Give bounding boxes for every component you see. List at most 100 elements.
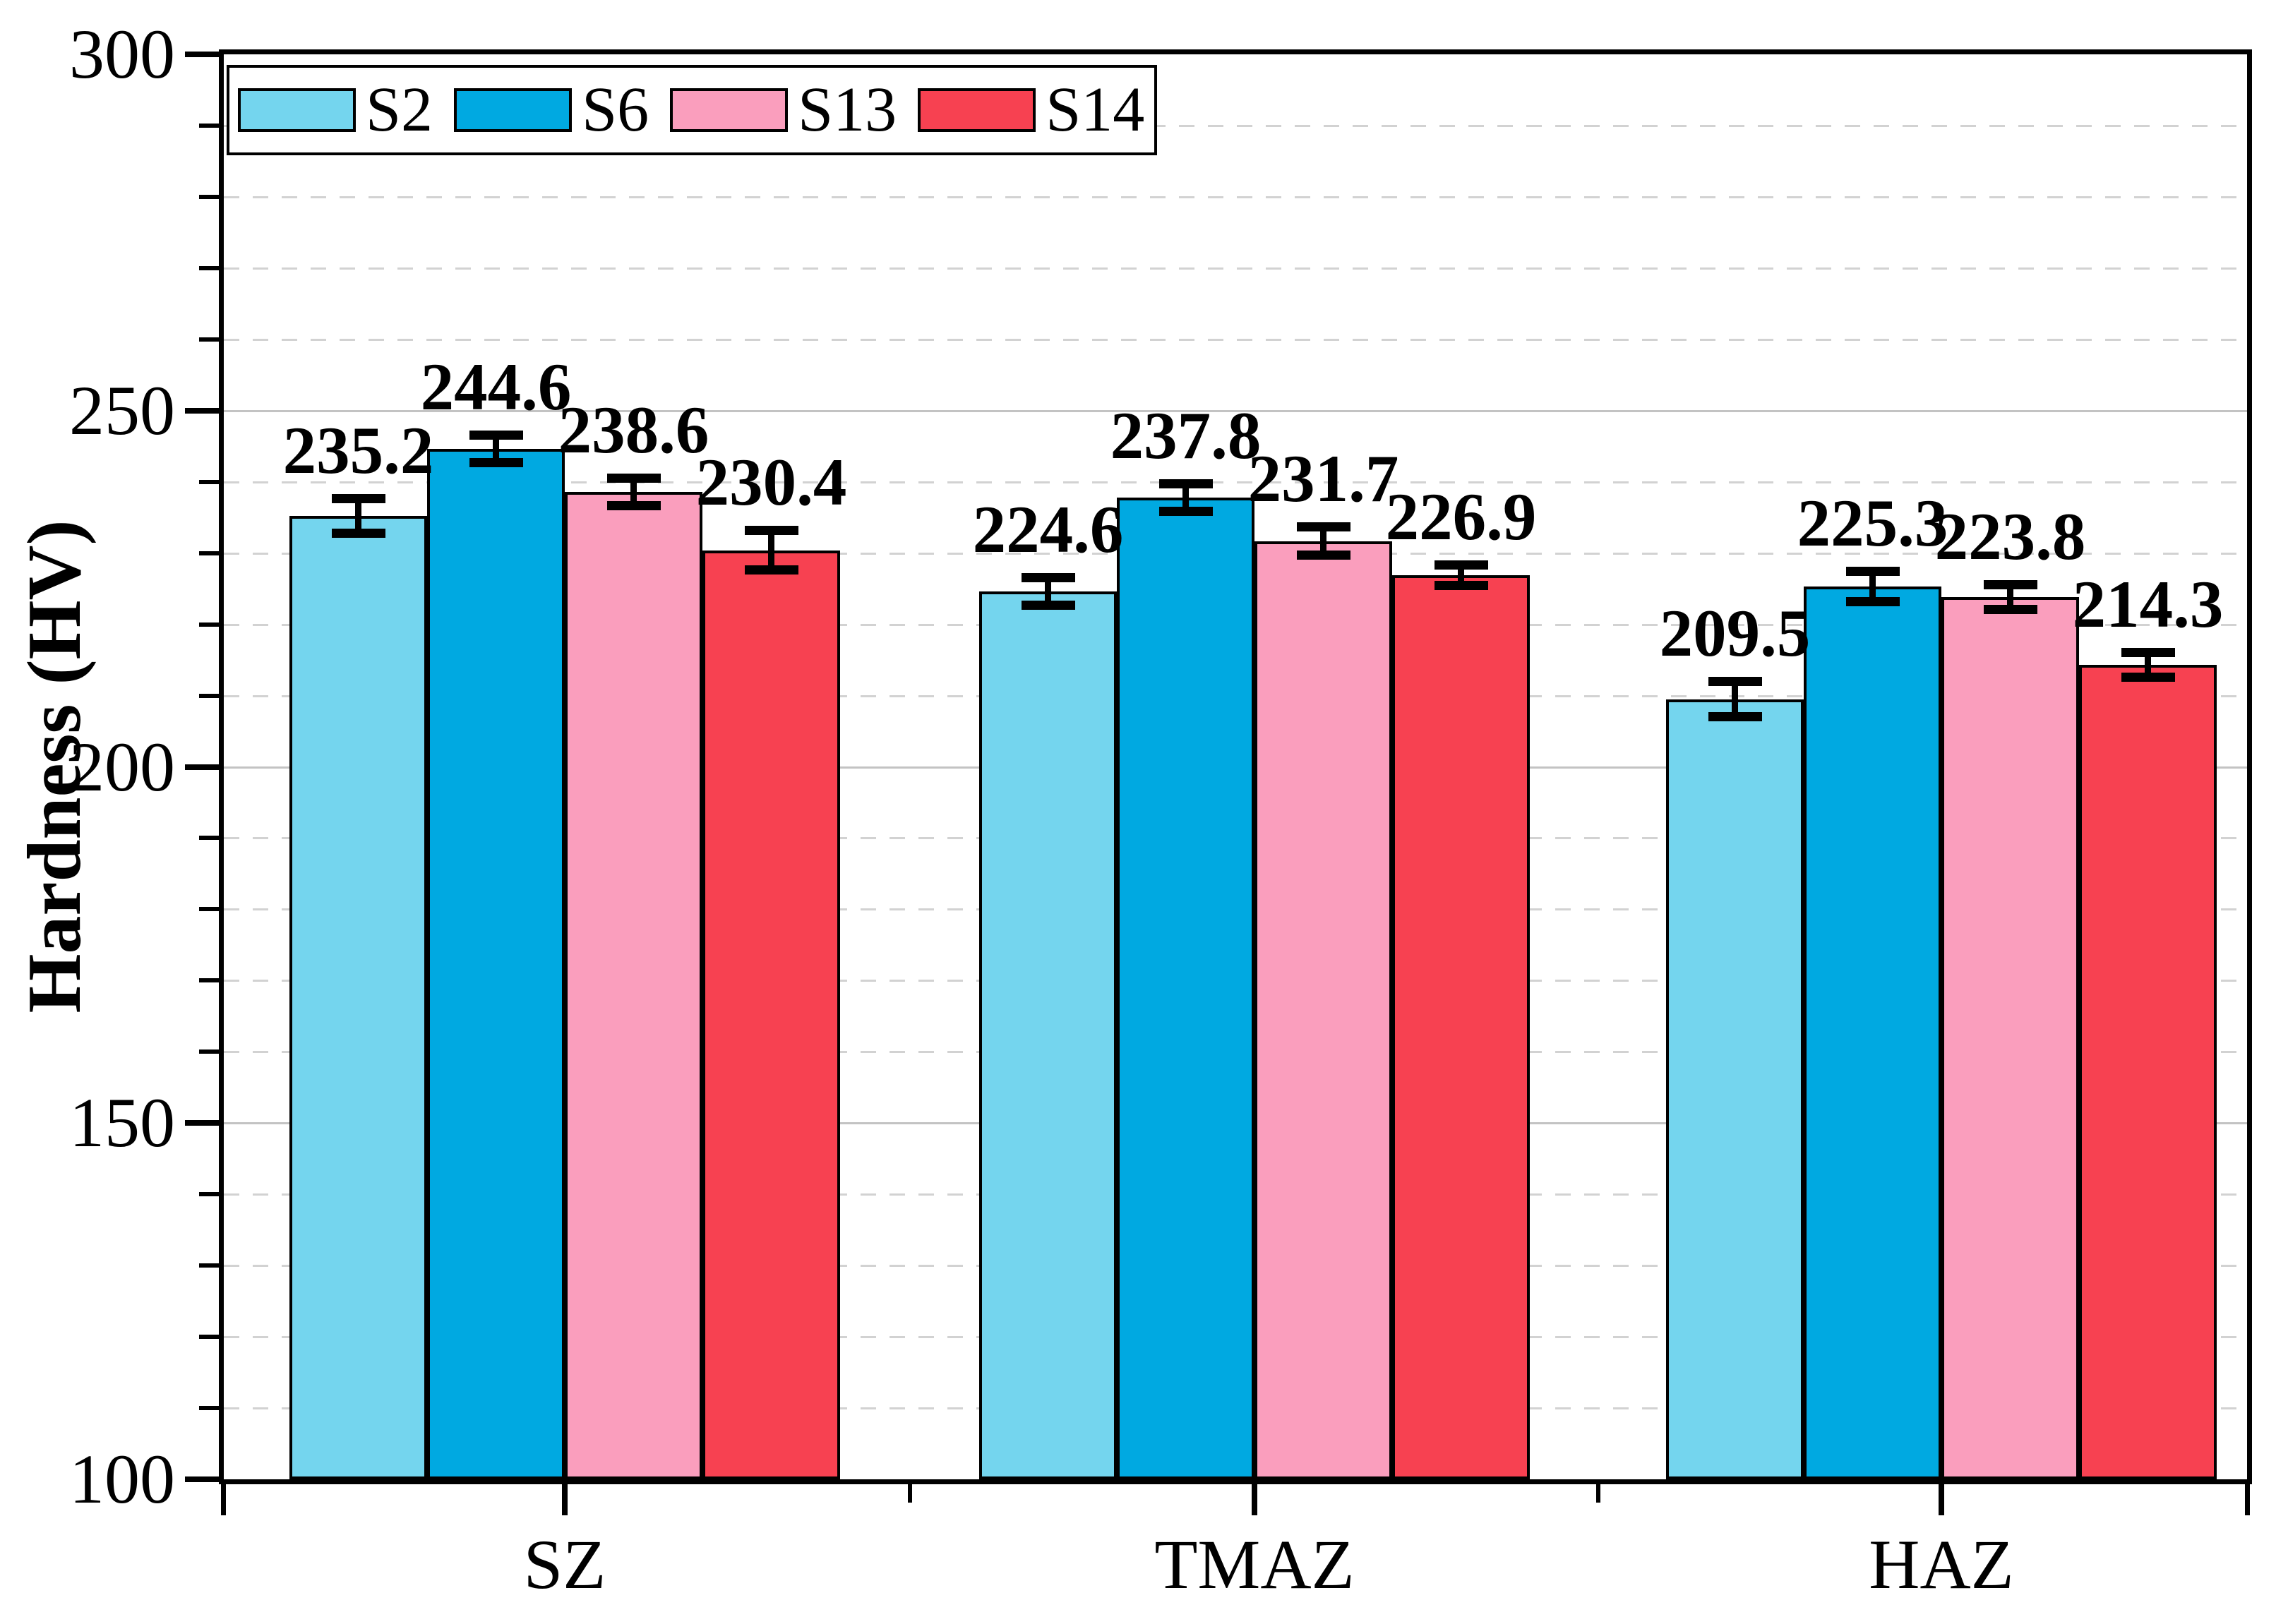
- legend-item-S2: S2: [238, 78, 433, 142]
- value-label-S6-SZ: 244.6: [420, 349, 572, 425]
- error-cap-top: [1158, 479, 1213, 488]
- legend-swatch-S13: [670, 88, 789, 132]
- major-gridline: [224, 409, 2247, 412]
- error-cap-bottom: [469, 458, 523, 468]
- y-minor-tick: [199, 1335, 219, 1340]
- legend-item-S6: S6: [454, 78, 649, 142]
- y-minor-tick: [199, 1263, 219, 1268]
- error-cap-top: [1845, 566, 1900, 576]
- minor-gridline: [224, 481, 2247, 483]
- error-cap-bottom: [1983, 605, 2037, 615]
- bar-S2-SZ: [289, 516, 427, 1479]
- y-minor-tick: [199, 194, 219, 199]
- y-minor-tick: [199, 1049, 219, 1054]
- legend-item-S14: S14: [918, 78, 1144, 142]
- value-label-S14-SZ: 230.4: [695, 445, 847, 520]
- error-cap-bottom: [1845, 597, 1900, 607]
- value-label-S13-TMAZ: 231.7: [1247, 441, 1399, 517]
- y-minor-tick: [199, 836, 219, 841]
- error-bar-S6-TMAZ: [1182, 483, 1189, 512]
- bar-S14-SZ: [702, 550, 840, 1479]
- error-bar-S14-HAZ: [2145, 651, 2151, 678]
- error-bar-S13-TMAZ: [1320, 527, 1326, 555]
- y-tick-label: 100: [69, 1440, 175, 1518]
- minor-gridline: [224, 267, 2247, 270]
- error-cap-bottom: [1158, 507, 1213, 517]
- error-cap-bottom: [744, 565, 798, 575]
- x-end-tick: [2245, 1484, 2250, 1515]
- value-label-S13-HAZ: 223.8: [1934, 499, 2086, 575]
- bar-S6-HAZ: [1804, 587, 1941, 1479]
- x-category-label: TMAZ: [1154, 1525, 1355, 1604]
- y-minor-tick: [199, 265, 219, 270]
- minor-gridline: [224, 124, 2247, 127]
- value-label-S2-HAZ: 209.5: [1659, 596, 1811, 671]
- legend-label-S6: S6: [582, 75, 649, 145]
- y-minor-tick: [199, 693, 219, 698]
- bar-S13-HAZ: [1941, 597, 2079, 1479]
- value-label-S2-SZ: 235.2: [282, 412, 434, 488]
- x-end-tick: [221, 1484, 226, 1515]
- error-cap-top: [606, 473, 661, 483]
- error-cap-bottom: [1021, 601, 1075, 610]
- value-label-S14-TMAZ: 226.9: [1385, 479, 1537, 554]
- y-minor-tick: [199, 551, 219, 555]
- value-label-S6-HAZ: 225.3: [1797, 485, 1948, 560]
- minor-gridline: [224, 338, 2247, 341]
- bar-S6-SZ: [427, 449, 565, 1479]
- error-bar-S13-SZ: [630, 477, 637, 507]
- y-major-tick: [185, 407, 219, 414]
- bar-S2-TMAZ: [979, 591, 1117, 1479]
- error-cap-bottom: [1296, 550, 1350, 560]
- legend-label-S14: S14: [1046, 75, 1145, 145]
- value-label-S13-SZ: 238.6: [558, 392, 709, 467]
- legend-label-S2: S2: [366, 75, 433, 145]
- y-axis-title: Hardness (HV): [13, 519, 97, 1014]
- x-minor-tick: [1595, 1484, 1600, 1503]
- y-major-tick: [185, 1120, 219, 1126]
- y-minor-tick: [199, 123, 219, 128]
- y-minor-tick: [199, 978, 219, 983]
- bar-S14-TMAZ: [1392, 575, 1530, 1479]
- y-tick-label: 200: [69, 727, 175, 806]
- y-major-tick: [185, 764, 219, 770]
- y-minor-tick: [199, 907, 219, 912]
- error-bar-S2-TMAZ: [1045, 577, 1051, 606]
- error-cap-top: [1434, 560, 1488, 570]
- legend-swatch-S6: [454, 88, 573, 132]
- error-cap-bottom: [2121, 673, 2175, 682]
- x-minor-tick: [907, 1484, 912, 1503]
- y-major-tick: [185, 52, 219, 57]
- x-major-tick: [562, 1484, 568, 1515]
- error-cap-bottom: [1708, 711, 1762, 721]
- legend-swatch-S2: [238, 88, 356, 132]
- legend: S2 S6 S13 S14: [227, 65, 1158, 155]
- error-cap-bottom: [331, 529, 385, 539]
- y-minor-tick: [199, 479, 219, 484]
- error-bar-S2-SZ: [355, 498, 361, 534]
- y-minor-tick: [199, 1192, 219, 1197]
- error-cap-top: [744, 526, 798, 536]
- error-cap-top: [1021, 572, 1075, 582]
- y-minor-tick: [199, 1406, 219, 1411]
- legend-label-S13: S13: [798, 75, 897, 145]
- error-cap-bottom: [1434, 581, 1488, 591]
- y-minor-tick: [199, 622, 219, 627]
- y-major-tick: [185, 1476, 219, 1482]
- bar-S6-TMAZ: [1117, 497, 1254, 1479]
- x-category-label: HAZ: [1869, 1525, 2014, 1604]
- error-cap-top: [1708, 677, 1762, 687]
- legend-item-S13: S13: [670, 78, 897, 142]
- error-cap-top: [2121, 647, 2175, 657]
- error-bar-S13-HAZ: [2007, 584, 2013, 610]
- error-bar-S2-HAZ: [1732, 681, 1738, 717]
- bar-S13-TMAZ: [1254, 541, 1392, 1479]
- error-cap-top: [1983, 580, 2037, 590]
- bar-S2-HAZ: [1666, 699, 1804, 1479]
- error-bar-S14-TMAZ: [1458, 564, 1464, 587]
- error-bar-S6-HAZ: [1869, 570, 1876, 603]
- y-tick-label: 300: [69, 15, 175, 93]
- x-major-tick: [1939, 1484, 1944, 1515]
- x-category-label: SZ: [523, 1525, 606, 1604]
- value-label-S2-TMAZ: 224.6: [972, 491, 1124, 567]
